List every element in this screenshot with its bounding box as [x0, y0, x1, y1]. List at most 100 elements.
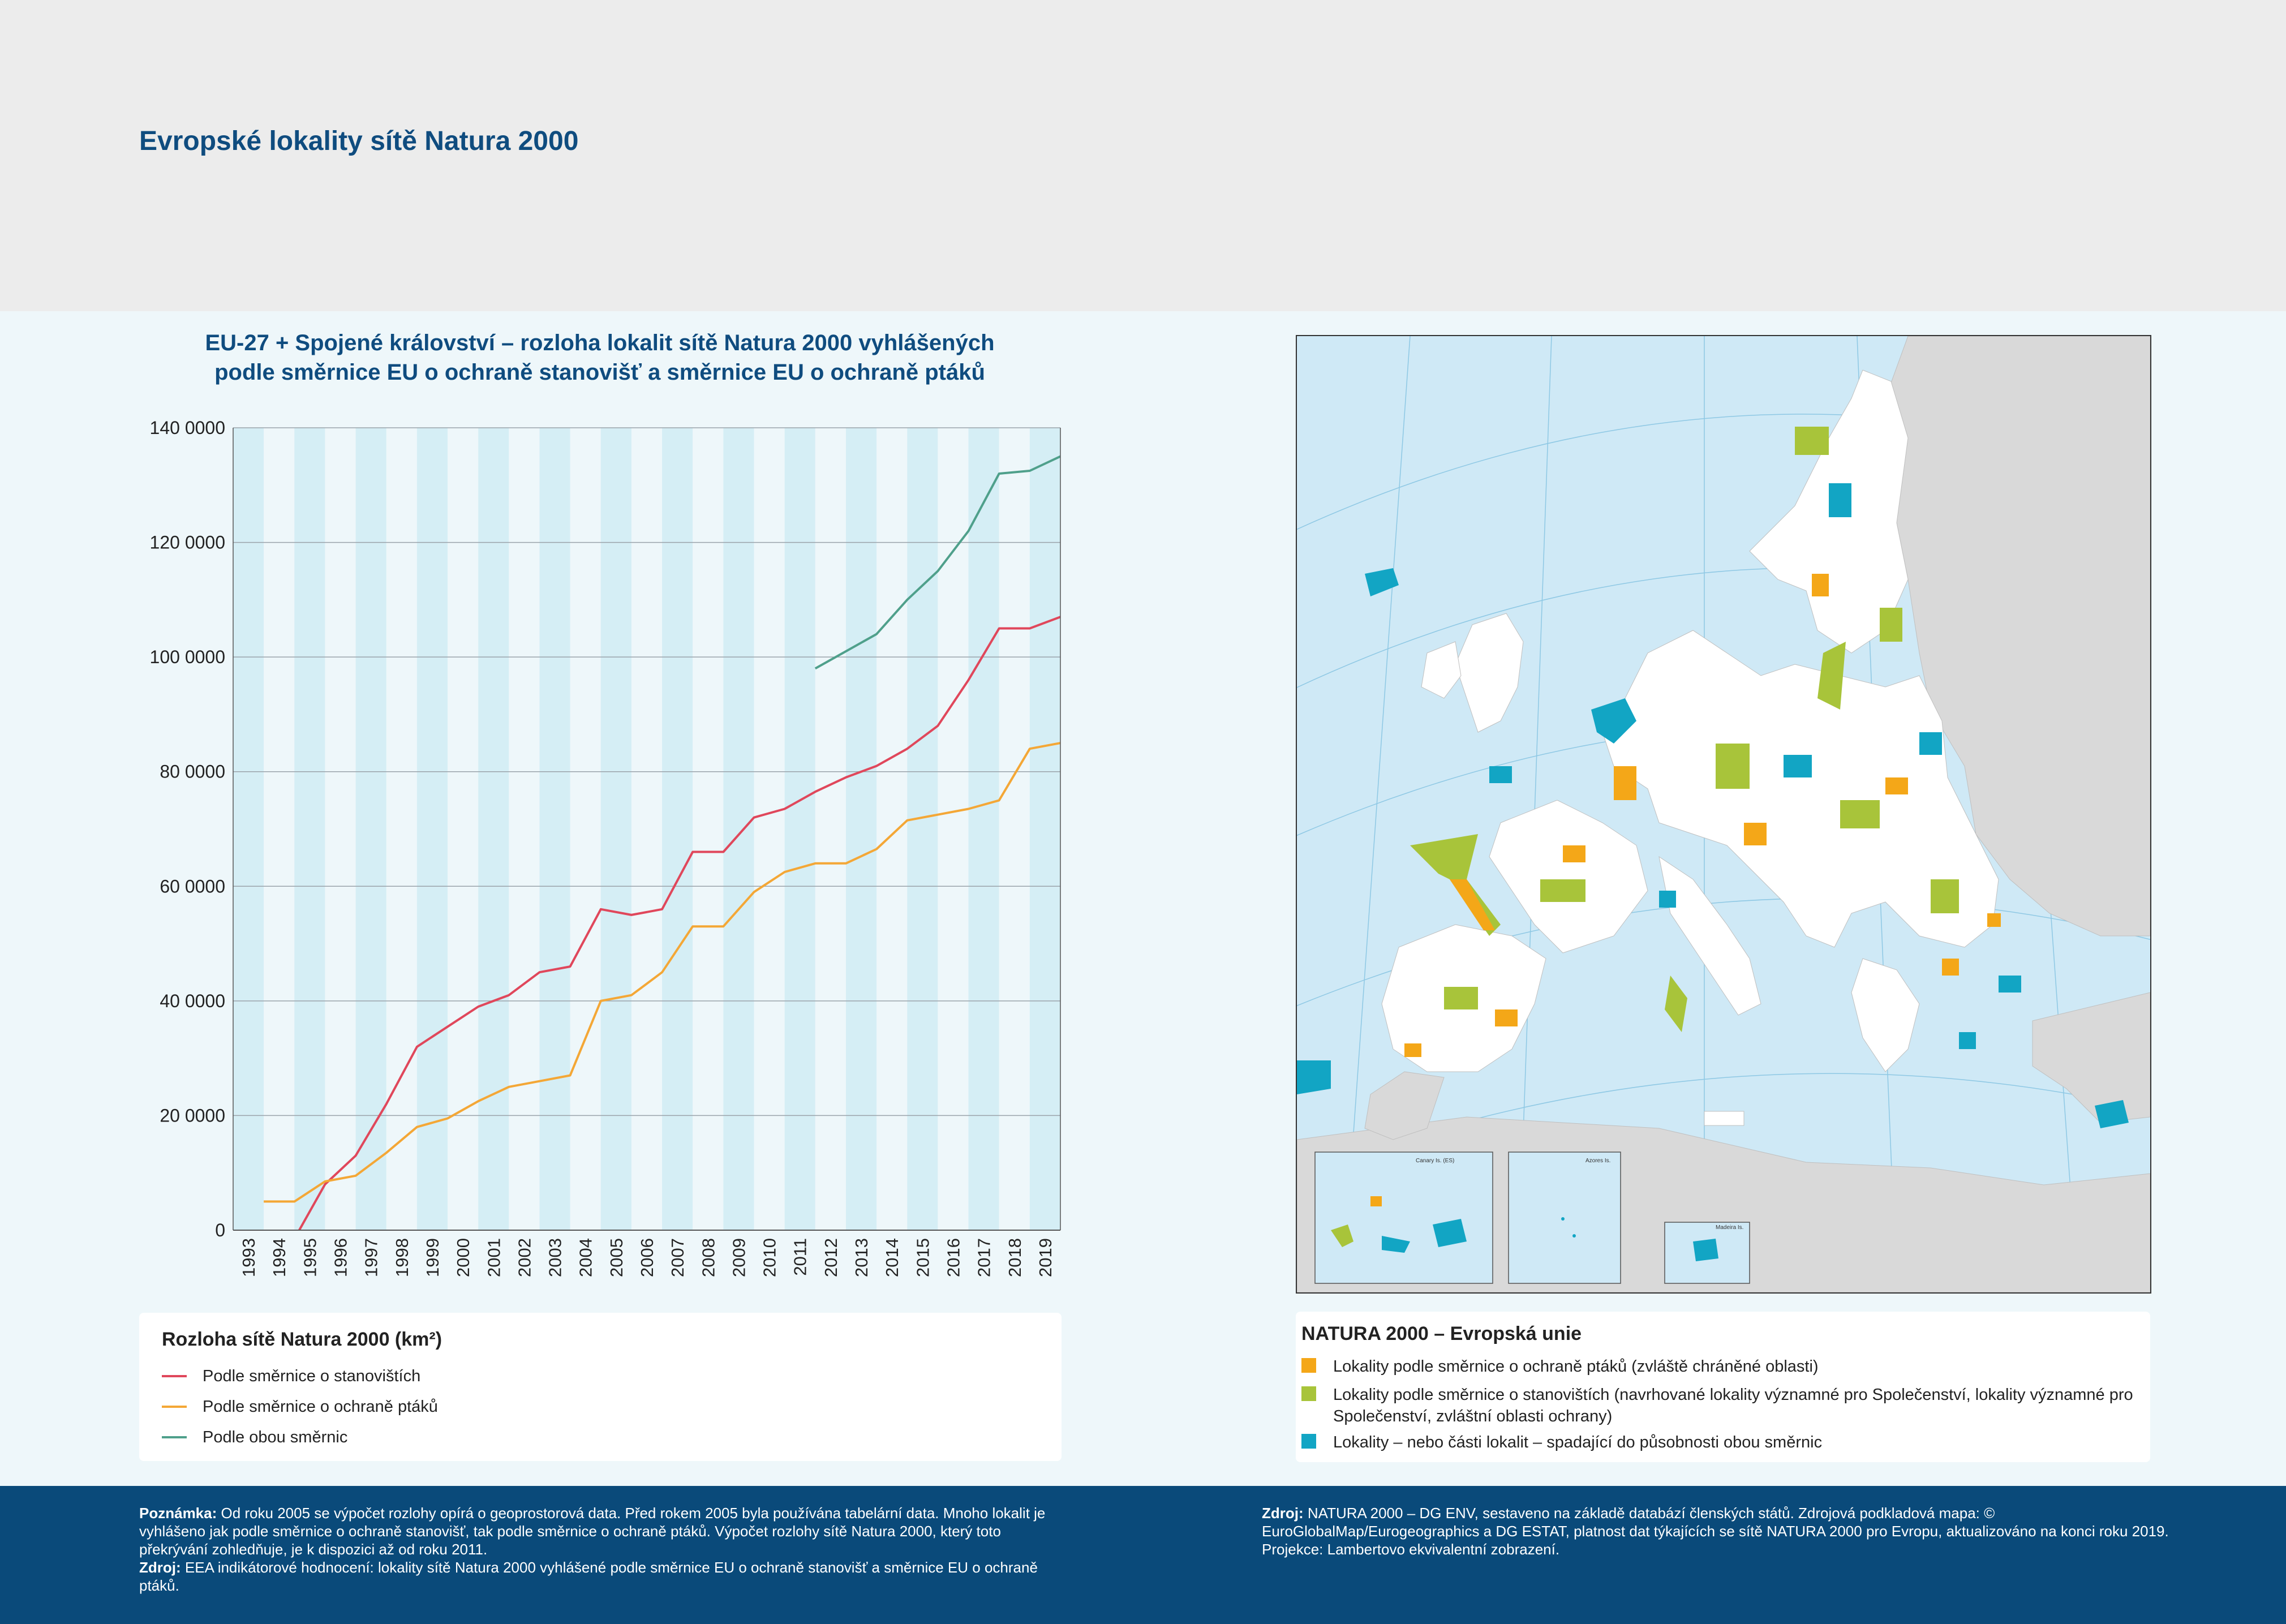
y-tick-label: 140 0000 — [150, 418, 225, 438]
x-tick-label: 1996 — [331, 1238, 351, 1277]
y-tick-labels: 0 20 0000 40 0000 60 0000 80 0000 100 0000 120… — [150, 418, 225, 1240]
legend-item-birds: Podle směrnice o ochraně ptáků — [162, 1395, 438, 1418]
x-tick-label: 1993 — [239, 1238, 259, 1277]
footer-source: Zdroj: EEA indikátorové hodnocení: lokal… — [139, 1558, 1067, 1595]
x-tick-label: 2011 — [790, 1238, 810, 1276]
x-tick-label: 1999 — [423, 1238, 442, 1277]
map-legend-label-habitats: Lokality podle směrnice o stanovištích (… — [1333, 1386, 2133, 1425]
column-band — [815, 428, 846, 1230]
column-band — [325, 428, 356, 1230]
line-chart: 0 20 0000 40 0000 60 0000 80 0000 100 0000 120… — [150, 418, 1061, 1277]
column-band — [294, 428, 325, 1230]
map-source-text: NATURA 2000 – DG ENV, sestaveno na zákla… — [1262, 1505, 2169, 1558]
column-band — [539, 428, 570, 1230]
column-band — [478, 428, 509, 1230]
column-band — [754, 428, 785, 1230]
legend-line-habitats — [162, 1375, 187, 1377]
x-tick-label: 2008 — [698, 1238, 718, 1277]
column-band — [509, 428, 540, 1230]
column-band — [233, 428, 264, 1230]
column-band — [968, 428, 999, 1230]
y-tick-label: 80 0000 — [160, 762, 225, 782]
swatch-birds — [1301, 1358, 1316, 1373]
column-bands — [233, 428, 1060, 1230]
x-tick-label: 2003 — [545, 1238, 565, 1277]
legend-line-birds — [162, 1406, 187, 1408]
column-band — [416, 428, 448, 1230]
y-tick-label: 60 0000 — [160, 876, 225, 896]
source-text: EEA indikátorové hodnocení: lokality sít… — [139, 1559, 1038, 1594]
column-band — [1029, 428, 1060, 1230]
column-band — [662, 428, 693, 1230]
column-band — [693, 428, 724, 1230]
column-band — [570, 428, 601, 1230]
x-tick-label: 1998 — [392, 1238, 412, 1277]
x-tick-label: 2014 — [882, 1238, 902, 1277]
inset-label-azores: Azores Is. — [1585, 1158, 1610, 1164]
y-tick-label: 0 — [215, 1220, 225, 1240]
chart-title-line-2: podle směrnice EU o ochraně stanovišť a … — [214, 360, 985, 385]
chart-legend: Rozloha sítě Natura 2000 (km²) Podle smě… — [139, 1313, 1062, 1461]
x-tick-label: 2012 — [821, 1238, 841, 1277]
column-band — [938, 428, 969, 1230]
natura-patches — [1297, 427, 2129, 1128]
legend-item-habitats: Podle směrnice o stanovištích — [162, 1365, 420, 1387]
x-tick-label: 1994 — [269, 1238, 289, 1277]
swatch-habitats — [1301, 1386, 1316, 1401]
x-tick-label: 2018 — [1005, 1238, 1025, 1277]
x-tick-label: 2002 — [514, 1238, 534, 1277]
x-tick-label: 2006 — [637, 1238, 657, 1277]
series-line-2 — [264, 742, 1060, 1203]
footer: Poznámka: Od roku 2005 se výpočet rozloh… — [0, 1486, 2286, 1624]
column-band — [355, 428, 386, 1230]
x-tick-label: 2015 — [913, 1238, 933, 1277]
swatch-both — [1301, 1434, 1316, 1449]
footer-map-source: Zdroj: NATURA 2000 – DG ENV, sestaveno n… — [1262, 1504, 2190, 1558]
y-tick-label: 40 0000 — [160, 991, 225, 1011]
column-band — [631, 428, 663, 1230]
column-band — [784, 428, 815, 1230]
inset-label-madeira: Madeira Is. — [1716, 1225, 1743, 1231]
series-line-1 — [298, 616, 1060, 1230]
map-legend-item-birds: Lokality podle směrnice o ochraně ptáků … — [1301, 1356, 2137, 1377]
header-band: Evropské lokality sítě Natura 2000 — [0, 0, 2286, 311]
page-title: Evropské lokality sítě Natura 2000 — [139, 126, 579, 156]
legend-line-both — [162, 1436, 187, 1438]
gridlines — [233, 427, 1060, 1116]
europe-map-illustration: Canary Is. (ES) Azores Is. Madeira Is. — [1297, 336, 2150, 1292]
chart-legend-title: Rozloha sítě Natura 2000 (km²) — [162, 1329, 442, 1350]
footer-notes: Poznámka: Od roku 2005 se výpočet rozloh… — [139, 1504, 1067, 1595]
column-band — [907, 428, 938, 1230]
column-band — [723, 428, 754, 1230]
map-source-label: Zdroj: — [1262, 1505, 1304, 1522]
x-tick-labels: 1993 1994 1995 1996 1997 1998 1999 2000 2001 2002… — [239, 1238, 1055, 1277]
x-tick-label: 2001 — [484, 1238, 504, 1277]
column-band — [845, 428, 877, 1230]
map-legend-item-both: Lokality – nebo části lokalit – spadajíc… — [1301, 1432, 2137, 1453]
column-band — [386, 428, 417, 1230]
y-tick-label: 100 0000 — [150, 647, 225, 667]
x-tick-label: 2013 — [852, 1238, 871, 1277]
x-tick-label: 2007 — [668, 1238, 687, 1277]
natura-map: Canary Is. (ES) Azores Is. Madeira Is. — [1296, 335, 2151, 1294]
footer-note: Poznámka: Od roku 2005 se výpočet rozloh… — [139, 1504, 1067, 1558]
map-legend-item-habitats: Lokality podle směrnice o stanovištích (… — [1301, 1384, 2137, 1427]
x-tick-label: 2010 — [760, 1238, 780, 1277]
column-band — [876, 428, 908, 1230]
x-tick-label: 1995 — [300, 1238, 320, 1277]
note-text: Od roku 2005 se výpočet rozlohy opírá o … — [139, 1505, 1046, 1558]
note-label: Poznámka: — [139, 1505, 217, 1522]
series-layer — [264, 455, 1060, 1230]
x-tick-label: 2017 — [974, 1238, 994, 1277]
map-legend-title: NATURA 2000 – Evropská unie — [1301, 1323, 1582, 1344]
chart-title: EU-27 + Spojené království – rozloha lok… — [141, 328, 1058, 387]
source-label: Zdroj: — [139, 1559, 181, 1576]
x-tick-label: 2016 — [943, 1238, 963, 1277]
column-band — [600, 428, 631, 1230]
x-tick-label: 2019 — [1035, 1238, 1055, 1277]
y-tick-label: 20 0000 — [160, 1105, 225, 1125]
legend-item-both: Podle obou směrnic — [162, 1426, 347, 1449]
eu-land — [1381, 370, 1999, 1126]
inset-maps: Canary Is. (ES) Azores Is. Madeira Is. — [1314, 1152, 1750, 1284]
inset-label-canary: Canary Is. (ES) — [1416, 1158, 1454, 1164]
